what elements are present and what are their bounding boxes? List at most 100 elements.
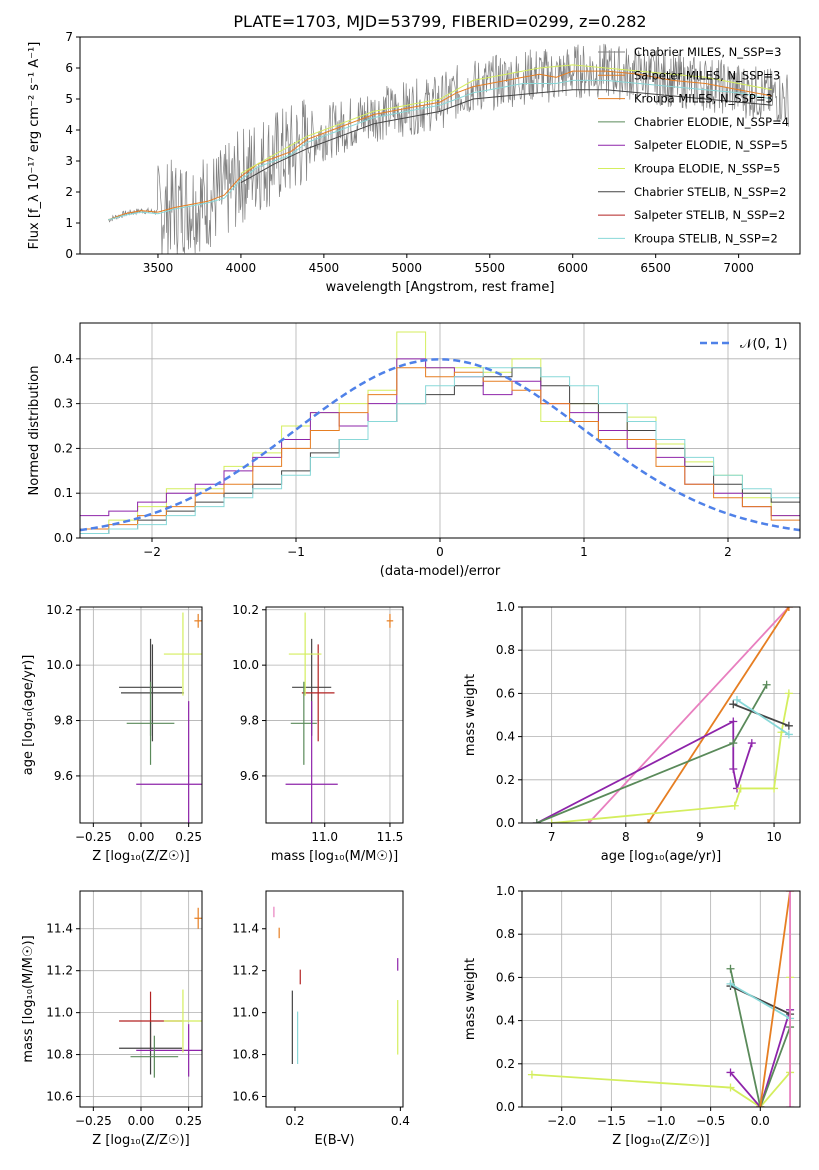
panel-mass-vs-EBV: 0.2 0.4 10.6 10.8 11.0 11.2 11.4 E(B-V) (232, 890, 410, 1148)
y-tick-label: 10.0 (46, 658, 73, 672)
legend-label: Salpeter ELODIE, N_SSP=5 (634, 138, 788, 152)
weight-line (730, 985, 791, 1015)
x-tick-label: 5500 (474, 261, 505, 275)
plot-area (119, 907, 202, 1078)
y-tick-label: 0.8 (496, 643, 515, 657)
spectrum-model-line (108, 70, 772, 221)
y-tick-label: 10.6 (46, 1090, 73, 1104)
y-tick-label: 4 (65, 123, 73, 137)
weight-line (736, 699, 790, 736)
x-axis-label: Z [log₁₀(Z/Z☉)] (92, 1133, 189, 1148)
y-tick-label: 10.2 (46, 603, 73, 617)
weight-marker (747, 739, 756, 748)
weight-marker (726, 1083, 735, 1092)
weight-marker (732, 695, 741, 704)
x-tick-label: 7000 (723, 261, 754, 275)
plot-area (285, 612, 394, 823)
axes-frame (265, 890, 404, 1108)
y-tick-label: 0.1 (54, 486, 73, 500)
x-tick-label: 0.25 (175, 830, 202, 844)
x-tick-label: 0.2 (285, 1114, 304, 1128)
axes-frame (79, 36, 801, 255)
y-axis-label: mass weight (463, 674, 478, 756)
y-tick-label: 10.8 (46, 1048, 73, 1062)
histogram-line (80, 367, 800, 535)
y-tick-label: 5 (65, 92, 73, 106)
weight-line (759, 891, 791, 1107)
plot-area (273, 906, 399, 1065)
y-tick-label: 0.4 (54, 352, 73, 366)
x-tick-label: 0.00 (128, 830, 155, 844)
y-tick-label: 1.0 (496, 884, 515, 898)
x-tick-label: 10 (766, 830, 781, 844)
weight-marker (784, 730, 793, 739)
x-tick-label: 11.0 (311, 830, 338, 844)
y-tick-label: 6 (65, 61, 73, 75)
weight-marker (786, 891, 795, 895)
weight-line (588, 607, 790, 823)
panel-mass-vs-Z: −0.25 0.00 0.25 10.6 10.8 11.0 11.2 11.4 Z [log₁… (21, 890, 203, 1148)
y-tick-label: 9.8 (240, 714, 259, 728)
y-tick-label: 0.2 (496, 773, 515, 787)
weight-marker (784, 689, 793, 698)
x-tick-label: −0.5 (696, 1114, 725, 1128)
y-tick-label: 0.0 (54, 531, 73, 545)
legend-label: 𝒩(0, 1) (740, 337, 787, 352)
plot-area (80, 331, 800, 535)
x-axis-label: age [log₁₀(age/yr)] (601, 849, 722, 864)
panel-weight-vs-age: 7 8 9 10 0.0 0.2 0.4 0.6 0.8 1.0 age [log₁₀(age/yr… (463, 600, 801, 864)
x-tick-label: 6000 (557, 261, 588, 275)
weight-marker (729, 717, 738, 726)
y-tick-label: 11.2 (232, 964, 259, 978)
x-tick-label: 2 (724, 545, 732, 559)
panel-age-vs-Z: −0.25 0.00 0.25 9.6 9.8 10.0 10.2 Z [log₁₀(Z/Z☉… (21, 603, 203, 864)
y-tick-label: 0.2 (54, 441, 73, 455)
weight-marker (726, 1068, 735, 1077)
weight-marker (726, 979, 735, 988)
y-tick-label: 0.0 (496, 816, 515, 830)
weight-line (729, 1009, 791, 1107)
plot-area (119, 612, 202, 823)
x-axis-label: (data-model)/error (380, 564, 501, 579)
weight-marker (644, 819, 653, 823)
weight-marker (527, 1070, 536, 1079)
x-axis-label: E(B-V) (314, 1133, 354, 1148)
y-tick-label: 7 (65, 30, 73, 44)
y-tick-label: 3 (65, 154, 73, 168)
weight-marker (729, 700, 738, 709)
y-axis-label: mass weight (463, 958, 478, 1040)
legend-label: Kroupa ELODIE, N_SSP=5 (634, 162, 780, 176)
x-axis-label: mass [log₁₀(M/M☉)] (271, 849, 398, 864)
weight-marker (729, 739, 738, 748)
weight-marker (784, 721, 793, 730)
x-tick-label: 4000 (226, 261, 257, 275)
panel-age-vs-mass: 11.0 11.5 9.6 9.8 10.0 10.2 mass [log₁₀(M/M☉)] (232, 603, 404, 864)
axes-frame (521, 606, 801, 824)
y-tick-label: 0.3 (54, 397, 73, 411)
x-axis-label: Z [log₁₀(Z/Z☉)] (612, 1133, 709, 1148)
weight-marker (786, 1103, 795, 1107)
x-tick-label: 8 (622, 830, 630, 844)
x-tick-label: −1 (287, 545, 305, 559)
legend-label: Chabrier STELIB, N_SSP=2 (634, 185, 786, 199)
y-axis-label: Flux [f_λ 10⁻¹⁷ erg cm⁻² s⁻¹ A⁻¹] (27, 42, 42, 250)
spectrum-model-line (240, 89, 772, 184)
y-tick-label: 1 (65, 216, 73, 230)
y-tick-label: 10.6 (232, 1090, 259, 1104)
weight-line (730, 983, 791, 1020)
x-tick-label: 9 (696, 830, 704, 844)
x-tick-label: 1 (580, 545, 588, 559)
x-axis-label: wavelength [Angstrom, rest frame] (326, 280, 555, 295)
x-tick-label: 0.0 (751, 1114, 770, 1128)
y-axis-label: mass [log₁₀(M/M☉)] (21, 935, 36, 1062)
y-tick-label: 9.6 (54, 769, 73, 783)
y-tick-label: 0.6 (496, 686, 515, 700)
y-tick-label: 10.2 (232, 603, 259, 617)
x-tick-label: −0.25 (75, 1114, 112, 1128)
spectrum-model-line (108, 79, 772, 221)
y-tick-label: 11.4 (46, 922, 73, 936)
plot-area (107, 43, 789, 254)
weight-marker (762, 680, 771, 689)
y-tick-label: 0.4 (496, 730, 515, 744)
